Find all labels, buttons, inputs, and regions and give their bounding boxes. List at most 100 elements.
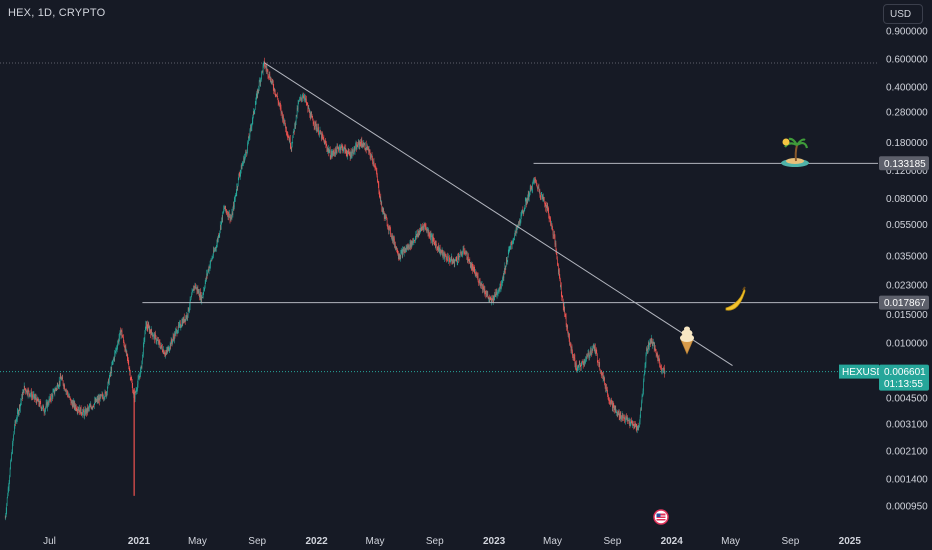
candle-body (396, 248, 398, 250)
candle-body (230, 217, 232, 218)
candle-body (129, 368, 130, 370)
candle-body (25, 389, 26, 392)
candle-body (189, 306, 190, 310)
price-tick-label: 0.180000 (886, 138, 928, 149)
candle-body (197, 289, 198, 292)
candle-body (286, 127, 287, 133)
candle-body (501, 284, 502, 288)
candle-body (242, 163, 243, 165)
candle-body (80, 407, 82, 413)
candle-body (305, 98, 307, 101)
candle-body (415, 234, 417, 238)
candle-body (559, 269, 560, 276)
candle-body (634, 425, 636, 427)
candle-body (640, 409, 642, 410)
candle-body (207, 271, 208, 275)
candle-body (583, 361, 585, 364)
candle-body (641, 401, 642, 410)
candle-body (14, 426, 15, 432)
candle-body (20, 401, 22, 404)
candle-body (124, 347, 126, 351)
candle-body (206, 273, 207, 279)
candle-body (105, 392, 107, 397)
candle-body (106, 392, 108, 393)
candle-body (15, 421, 16, 423)
candle-body (530, 186, 532, 190)
candle-body (73, 401, 75, 407)
candle-body (293, 130, 294, 132)
candle-body (594, 346, 595, 351)
candle-body (649, 340, 651, 345)
candle-body (624, 419, 626, 421)
candle-body (260, 77, 262, 79)
candle-body (389, 226, 391, 229)
candle-body (540, 196, 542, 197)
candle-body (567, 331, 569, 335)
candle-body (252, 120, 253, 124)
candle-body (131, 382, 133, 386)
price-tick-label: 0.023000 (886, 281, 928, 292)
candle-body (550, 219, 551, 225)
candle-body (249, 129, 251, 137)
candle-body (83, 409, 84, 413)
candle-body (236, 186, 238, 193)
candle-body (145, 321, 147, 327)
candle-body (583, 361, 584, 365)
candle-body (224, 206, 226, 209)
candle-body (37, 400, 39, 402)
candle-body (367, 147, 368, 149)
candle-body (162, 351, 164, 353)
candle-body (180, 322, 181, 328)
candle-body (256, 96, 257, 102)
candle-body (325, 141, 326, 143)
candle-body (128, 363, 130, 369)
candle-body (496, 293, 498, 295)
candle-body (454, 259, 456, 261)
candle-body (356, 144, 357, 150)
candle-body (396, 246, 397, 250)
candle-body (521, 212, 523, 213)
candle-body (81, 413, 82, 415)
candle-body (607, 395, 609, 398)
candle-body (107, 388, 108, 393)
candle-body (132, 392, 134, 394)
candle-body (165, 350, 167, 354)
candle-body (94, 400, 96, 403)
candle-body (663, 369, 664, 370)
candle-body (351, 151, 353, 156)
candle-body (541, 194, 543, 195)
candle-body (319, 130, 321, 132)
candle-body (431, 235, 433, 237)
candle-body (426, 229, 427, 232)
time-tick-label: Sep (248, 536, 266, 547)
candle-body (329, 149, 330, 153)
candle-body (60, 378, 62, 380)
candle-body (253, 111, 254, 116)
candle-body (268, 75, 269, 77)
time-tick-label: 2021 (128, 536, 151, 547)
candle-body (62, 377, 63, 381)
candle-body (462, 253, 463, 255)
candle-body (485, 293, 487, 295)
candle-body (365, 144, 367, 150)
time-tick-label: May (543, 536, 562, 547)
banana-icon (725, 286, 746, 311)
candle-body (22, 389, 24, 393)
candle-body (429, 236, 431, 237)
currency-button[interactable]: USD (883, 4, 923, 24)
candle-body (36, 397, 38, 404)
candle-body (199, 292, 201, 298)
candle-body (295, 122, 296, 127)
candle-body (417, 233, 419, 236)
candle-body (329, 149, 331, 158)
candle-body (394, 238, 395, 246)
candle-body (316, 127, 317, 129)
candle-body (397, 253, 399, 255)
candle-body (435, 244, 437, 248)
candle-body (629, 421, 631, 425)
candle-body (121, 330, 123, 336)
candle-body (106, 392, 107, 397)
candle-body (259, 80, 260, 82)
candle-body (487, 293, 489, 297)
